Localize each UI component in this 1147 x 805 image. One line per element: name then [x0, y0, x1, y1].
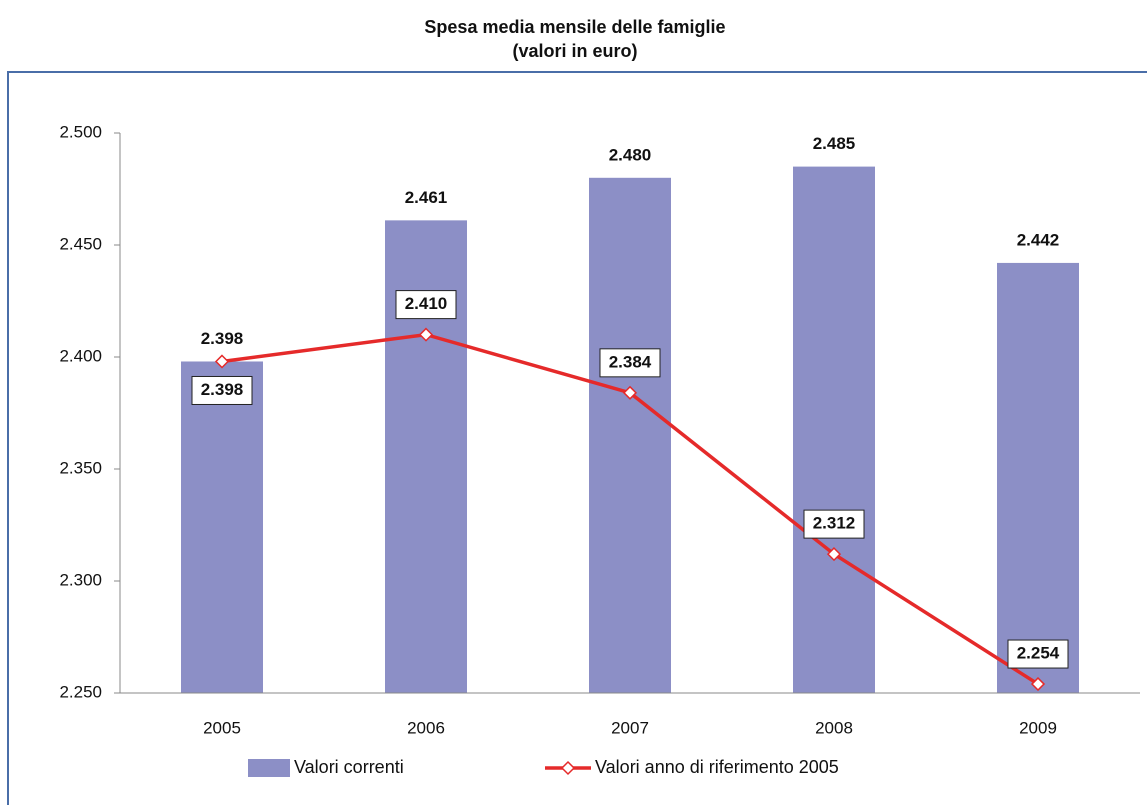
bar-value-label: 2.461: [405, 188, 448, 207]
line-value-label: 2.384: [609, 352, 652, 371]
legend-swatch: [248, 759, 290, 777]
line-value-box: [1007, 639, 1069, 669]
bar-value-label: 2.398: [201, 329, 244, 348]
legend-label: Valori correnti: [294, 757, 404, 777]
x-tick-label: 2005: [203, 718, 241, 737]
line-value-label: 2.312: [813, 514, 856, 533]
x-tick-label: 2008: [815, 718, 853, 737]
bar: [997, 262, 1079, 693]
y-tick-label: 2.350: [59, 458, 102, 477]
bar: [589, 177, 671, 694]
chart-subtitle: (valori in euro): [512, 41, 637, 61]
line-value-box: [803, 509, 865, 539]
line-value-box: [395, 290, 457, 320]
bar-value-label: 2.480: [609, 145, 652, 164]
line-value-label: 2.410: [405, 294, 448, 313]
y-tick-label: 2.500: [59, 122, 102, 141]
line-value-box: [191, 375, 253, 405]
bar-value-label: 2.442: [1017, 230, 1060, 249]
line-value-label: 2.398: [201, 380, 244, 399]
bar: [181, 361, 263, 693]
legend-marker: [560, 760, 576, 776]
x-tick-label: 2009: [1019, 718, 1057, 737]
chart-frame: [7, 71, 1147, 805]
line-marker: [418, 327, 434, 342]
chart-title: Spesa media mensile delle famiglie: [424, 17, 725, 37]
line-value-box: [599, 348, 661, 378]
line-marker: [214, 354, 230, 369]
line-marker: [826, 547, 842, 562]
legend-label: Valori anno di riferimento 2005: [595, 757, 839, 777]
line-value-label: 2.254: [1017, 644, 1060, 663]
x-tick-label: 2006: [407, 718, 445, 737]
bar-value-label: 2.485: [813, 134, 856, 153]
y-tick-label: 2.400: [59, 346, 102, 365]
y-tick-label: 2.450: [59, 234, 102, 253]
y-tick-label: 2.250: [59, 682, 102, 701]
y-tick-label: 2.300: [59, 570, 102, 589]
line-marker: [622, 385, 638, 400]
x-tick-label: 2007: [611, 718, 649, 737]
line-marker: [1030, 676, 1046, 692]
bar: [793, 166, 875, 694]
